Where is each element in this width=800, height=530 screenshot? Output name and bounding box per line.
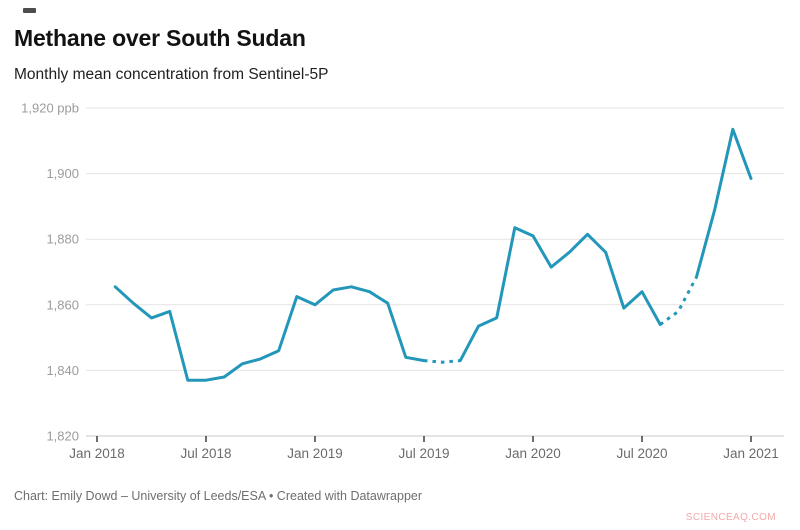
x-axis-label: Jul 2020 [616,446,667,461]
y-axis-label: 1,820 [46,429,79,444]
x-axis-label: Jan 2021 [723,446,779,461]
chart-title: Methane over South Sudan [14,25,306,51]
y-axis-label: 1,900 [46,166,79,181]
y-axis-label: 1,920 ppb [21,101,79,116]
x-axis-label: Jul 2019 [398,446,449,461]
x-axis-label: Jan 2019 [287,446,343,461]
chart-line-solid-segment [695,127,753,279]
watermark: SCIENCEAQ.COM [685,512,776,523]
chart-line-solid-segment [458,226,662,363]
chart-line-solid-segment [113,285,426,382]
y-axis-label: 1,860 [46,297,79,312]
chart-credit: Chart: Emily Dowd – University of Leeds/… [14,489,423,503]
x-axis-label: Jan 2020 [505,446,561,461]
chart-subtitle: Monthly mean concentration from Sentinel… [14,66,329,83]
y-axis-label: 1,840 [46,363,79,378]
chart-line-dashed-segment [659,276,698,326]
chart-line-dashed-segment [423,359,461,364]
x-axis-label: Jan 2018 [69,446,125,461]
y-axis-label: 1,880 [46,232,79,247]
x-axis-label: Jul 2018 [180,446,231,461]
stray-mark [23,8,36,13]
